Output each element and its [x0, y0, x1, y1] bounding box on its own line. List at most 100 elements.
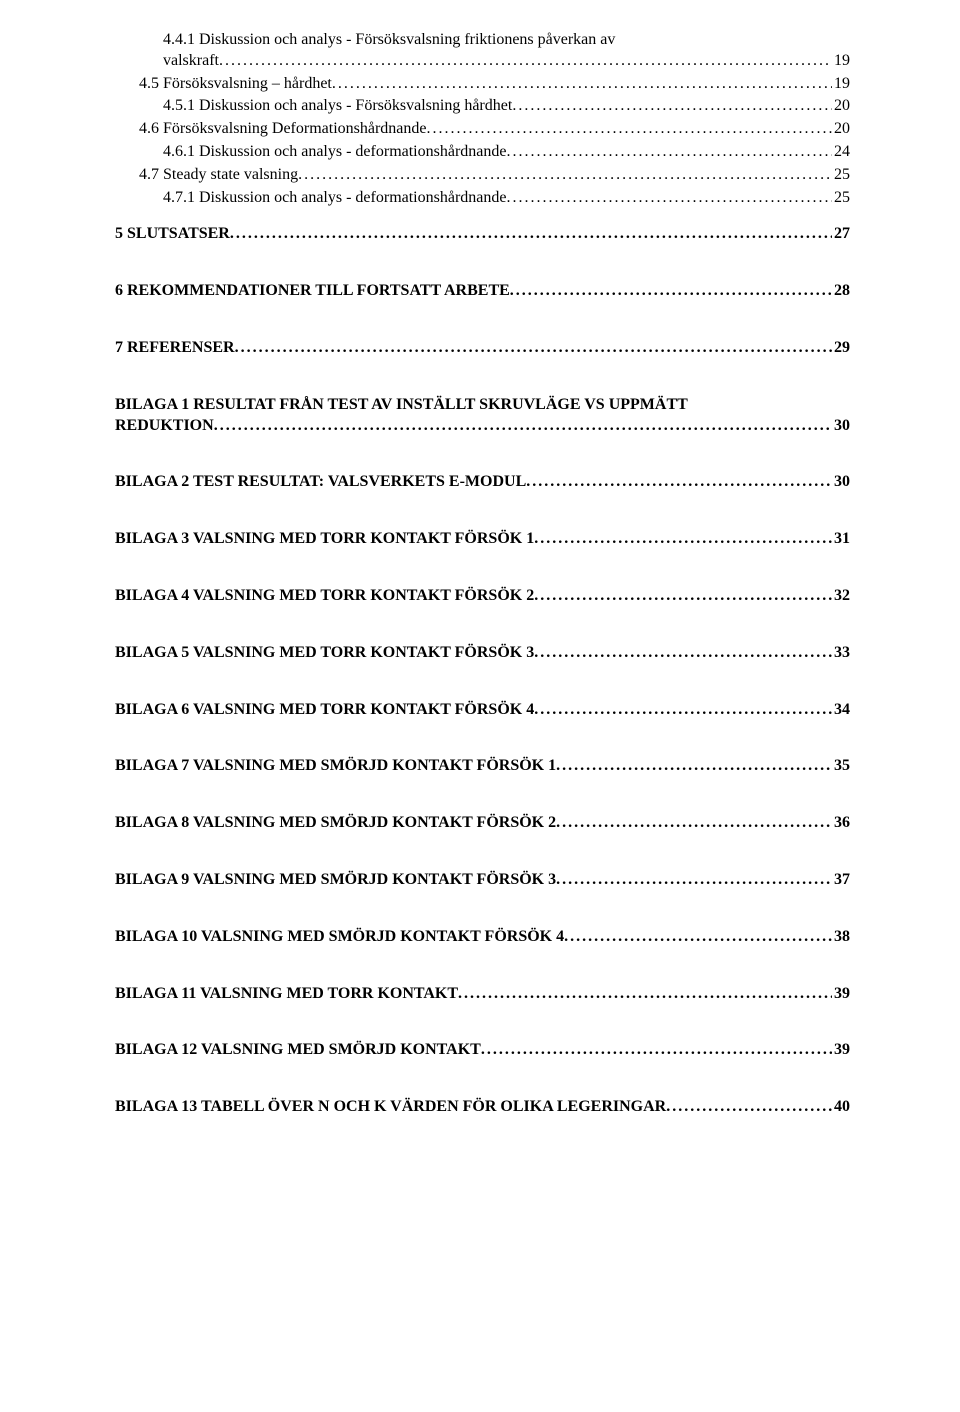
toc-dots — [534, 700, 832, 721]
toc-label: REDUKTION — [115, 416, 214, 437]
toc-page-number: 29 — [832, 338, 850, 359]
toc-page-number: 36 — [832, 813, 850, 834]
toc-entry: 5 SLUTSATSER 27 — [115, 224, 850, 245]
toc-page-number: 25 — [832, 188, 850, 209]
toc-dots — [556, 756, 832, 777]
toc-label: 4.5.1 Diskussion och analys - Försöksval… — [163, 96, 512, 117]
toc-dots — [534, 586, 832, 607]
spacer — [115, 720, 850, 756]
spacer — [115, 891, 850, 927]
spacer — [115, 1004, 850, 1040]
toc-entry: BILAGA 5 VALSNING MED TORR KONTAKT FÖRSÖ… — [115, 643, 850, 664]
toc-dots — [666, 1097, 832, 1118]
toc-line: valskraft 19 — [163, 51, 850, 72]
toc-label: BILAGA 13 TABELL ÖVER N OCH K VÄRDEN FÖR… — [115, 1097, 666, 1118]
toc-page-number: 19 — [832, 74, 850, 95]
toc-page-number: 34 — [832, 700, 850, 721]
toc-entry: BILAGA 10 VALSNING MED SMÖRJD KONTAKT FÖ… — [115, 927, 850, 948]
toc-entry: BILAGA 6 VALSNING MED TORR KONTAKT FÖRSÖ… — [115, 700, 850, 721]
toc-page-number: 20 — [832, 119, 850, 140]
toc-dots — [481, 1040, 832, 1061]
toc-page-number: 19 — [832, 51, 850, 72]
toc-page-number: 28 — [832, 281, 850, 302]
toc-dots — [564, 927, 832, 948]
spacer — [115, 777, 850, 813]
spacer — [115, 550, 850, 586]
toc-dots — [506, 188, 832, 209]
toc-entry: 4.4.1 Diskussion och analys - Försöksval… — [115, 30, 850, 72]
toc-dots — [534, 529, 832, 550]
toc-entry: 7 REFERENSER 29 — [115, 338, 850, 359]
toc-dots — [534, 643, 832, 664]
toc-entry: 4.7.1 Diskussion och analys - deformatio… — [115, 188, 850, 209]
toc-line: REDUKTION 30 — [115, 416, 850, 437]
toc-entry: BILAGA 4 VALSNING MED TORR KONTAKT FÖRSÖ… — [115, 586, 850, 607]
toc-page-number: 20 — [832, 96, 850, 117]
spacer — [115, 359, 850, 395]
toc-dots — [556, 870, 832, 891]
toc-entry: BILAGA 1 RESULTAT FRÅN TEST AV INSTÄLLT … — [115, 395, 850, 437]
toc-entry: BILAGA 11 VALSNING MED TORR KONTAKT 39 — [115, 984, 850, 1005]
toc-dots — [235, 338, 832, 359]
spacer — [115, 245, 850, 281]
toc-dots — [332, 74, 832, 95]
toc-label: BILAGA 7 VALSNING MED SMÖRJD KONTAKT FÖR… — [115, 756, 556, 777]
toc-entry: 4.5 Försöksvalsning – hårdhet 19 — [115, 74, 850, 95]
toc-dots — [230, 224, 832, 245]
toc-dots — [214, 416, 832, 437]
toc-entry: 4.6.1 Diskussion och analys - deformatio… — [115, 142, 850, 163]
toc-dots — [510, 281, 832, 302]
toc-page-number: 24 — [832, 142, 850, 163]
toc-label: BILAGA 9 VALSNING MED SMÖRJD KONTAKT FÖR… — [115, 870, 556, 891]
toc-page-number: 30 — [832, 416, 850, 437]
toc-entry: BILAGA 13 TABELL ÖVER N OCH K VÄRDEN FÖR… — [115, 1097, 850, 1118]
spacer — [115, 607, 850, 643]
toc-page-number: 40 — [832, 1097, 850, 1118]
toc-dots — [526, 472, 832, 493]
spacer — [115, 436, 850, 472]
spacer — [115, 834, 850, 870]
spacer — [115, 664, 850, 700]
toc-page-number: 30 — [832, 472, 850, 493]
toc-page-number: 33 — [832, 643, 850, 664]
toc-entry: 4.7 Steady state valsning 25 — [115, 165, 850, 186]
toc-label: 4.7.1 Diskussion och analys - deformatio… — [163, 188, 506, 209]
toc-label: BILAGA 1 RESULTAT FRÅN TEST AV INSTÄLLT … — [115, 395, 850, 416]
toc-page-number: 35 — [832, 756, 850, 777]
toc-dots — [427, 119, 832, 140]
spacer — [115, 948, 850, 984]
toc-label: BILAGA 6 VALSNING MED TORR KONTAKT FÖRSÖ… — [115, 700, 534, 721]
spacer — [115, 1061, 850, 1097]
toc-page-number: 39 — [832, 984, 850, 1005]
toc-page: 4.4.1 Diskussion och analys - Försöksval… — [0, 0, 960, 1158]
toc-dots — [219, 51, 832, 72]
toc-label: 4.5 Försöksvalsning – hårdhet — [139, 74, 332, 95]
spacer — [115, 210, 850, 224]
toc-entry: BILAGA 2 TEST RESULTAT: VALSVERKETS E-MO… — [115, 472, 850, 493]
toc-label: 6 REKOMMENDATIONER TILL FORTSATT ARBETE — [115, 281, 510, 302]
toc-label: 4.4.1 Diskussion och analys - Försöksval… — [163, 30, 850, 51]
toc-dots — [298, 165, 832, 186]
toc-entry: 4.6 Försöksvalsning Deformationshårdnand… — [115, 119, 850, 140]
toc-page-number: 27 — [832, 224, 850, 245]
toc-label: BILAGA 11 VALSNING MED TORR KONTAKT — [115, 984, 458, 1005]
toc-label: 4.6.1 Diskussion och analys - deformatio… — [163, 142, 506, 163]
toc-page-number: 37 — [832, 870, 850, 891]
toc-dots — [458, 984, 832, 1005]
toc-entry: BILAGA 3 VALSNING MED TORR KONTAKT FÖRSÖ… — [115, 529, 850, 550]
toc-label: BILAGA 8 VALSNING MED SMÖRJD KONTAKT FÖR… — [115, 813, 556, 834]
toc-label: BILAGA 4 VALSNING MED TORR KONTAKT FÖRSÖ… — [115, 586, 534, 607]
spacer — [115, 493, 850, 529]
toc-entry: BILAGA 7 VALSNING MED SMÖRJD KONTAKT FÖR… — [115, 756, 850, 777]
toc-entry: BILAGA 9 VALSNING MED SMÖRJD KONTAKT FÖR… — [115, 870, 850, 891]
toc-section-4-sub: 4.4.1 Diskussion och analys - Försöksval… — [115, 30, 850, 208]
toc-label: BILAGA 10 VALSNING MED SMÖRJD KONTAKT FÖ… — [115, 927, 564, 948]
toc-label: 4.6 Försöksvalsning Deformationshårdnand… — [139, 119, 427, 140]
toc-dots — [512, 96, 832, 117]
spacer — [115, 302, 850, 338]
toc-label: BILAGA 5 VALSNING MED TORR KONTAKT FÖRSÖ… — [115, 643, 534, 664]
toc-label: 4.7 Steady state valsning — [139, 165, 298, 186]
toc-page-number: 32 — [832, 586, 850, 607]
toc-label: BILAGA 3 VALSNING MED TORR KONTAKT FÖRSÖ… — [115, 529, 534, 550]
toc-label: valskraft — [163, 51, 219, 72]
